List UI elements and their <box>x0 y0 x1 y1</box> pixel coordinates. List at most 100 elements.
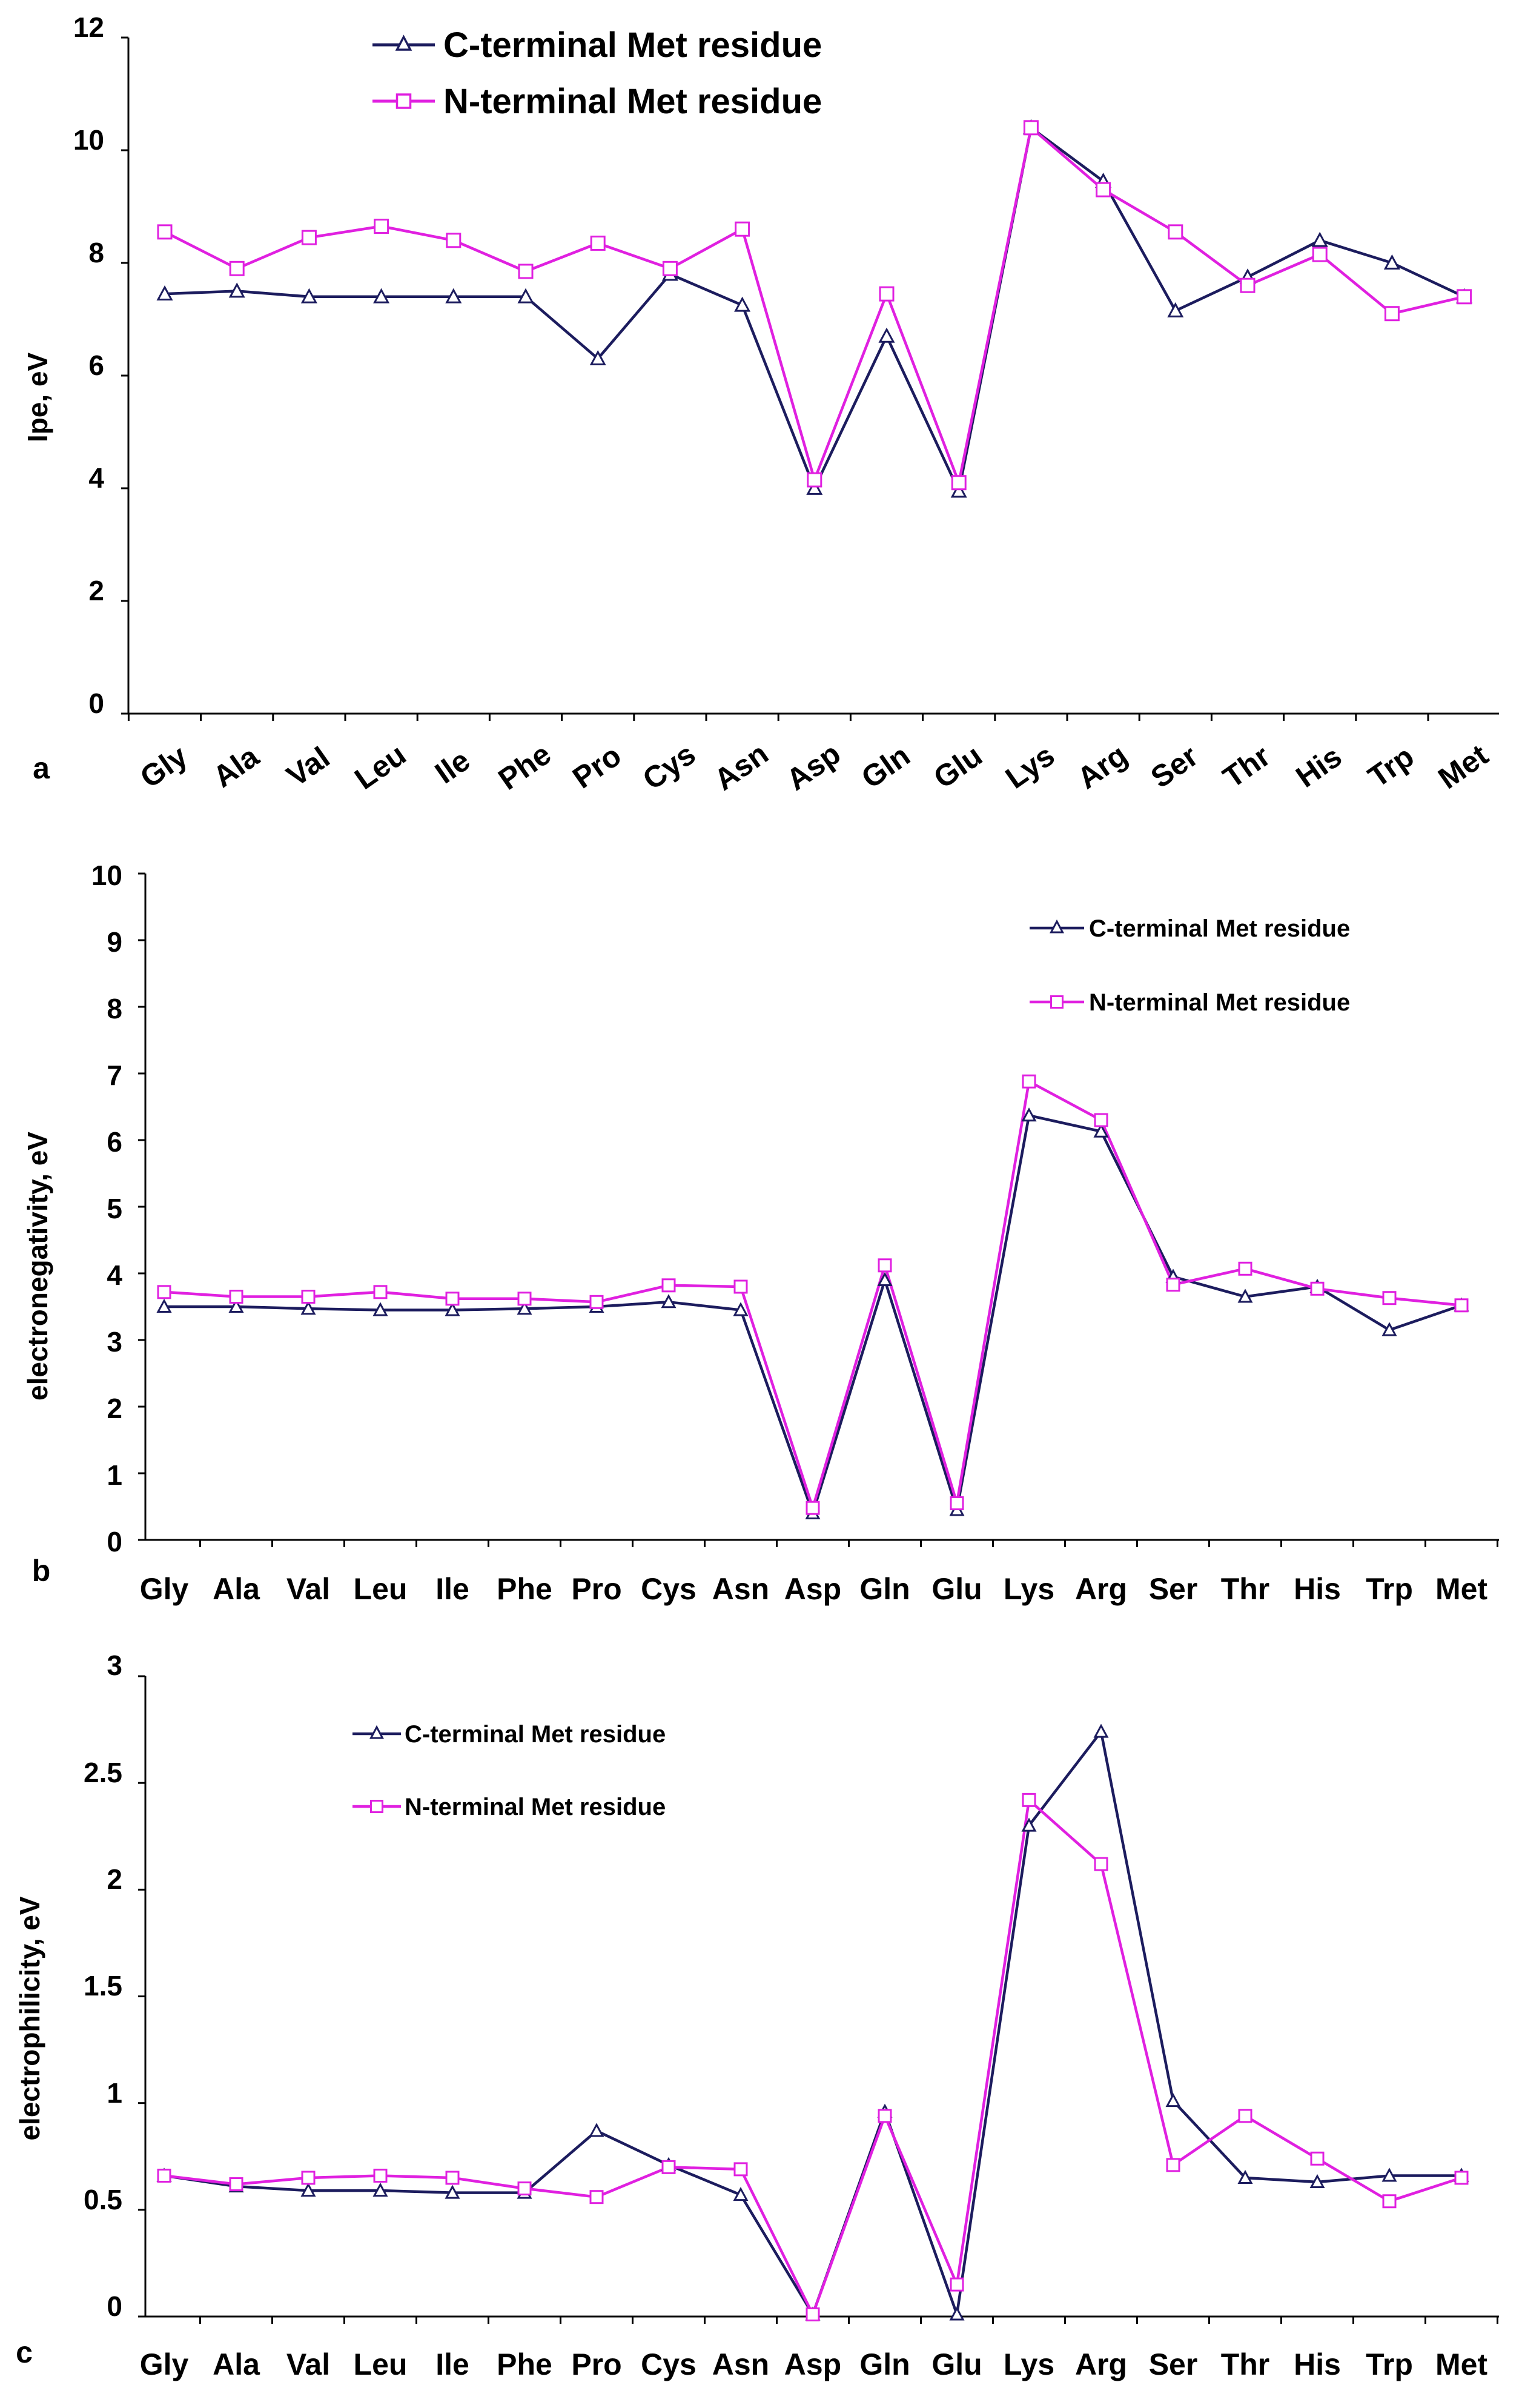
y-tick-label: 8 <box>88 237 104 268</box>
x-tick-label: Arg <box>1075 2347 1127 2381</box>
x-tick-label: Met <box>1435 1572 1487 1606</box>
data-point-n-terminal <box>1238 1261 1252 1276</box>
legend-square-marker <box>370 1800 383 1813</box>
y-tick-label: 2.5 <box>84 1757 122 1788</box>
data-point-c-terminal <box>372 1302 388 1316</box>
legend-item-c-terminal: C-terminal Met residue <box>1030 915 1350 942</box>
legend-label-c-terminal: C-terminal Met residue <box>1089 915 1350 942</box>
data-point-c-terminal <box>1165 2092 1181 2108</box>
x-tick-label: Cys <box>641 1572 696 1606</box>
legend-triangle-marker <box>395 35 412 51</box>
data-point-n-terminal <box>1166 2158 1180 2172</box>
y-tick-label: 0.5 <box>84 2184 122 2215</box>
data-point-n-terminal <box>733 1279 748 1294</box>
y-tick-label: 8 <box>107 993 122 1024</box>
data-point-n-terminal <box>1238 2109 1252 2123</box>
y-tick-label: 4 <box>88 462 104 494</box>
x-tick-label: His <box>1290 739 1348 794</box>
plot-area <box>138 1675 1499 2324</box>
x-tick-label: Lys <box>1004 1572 1054 1606</box>
data-point-c-terminal <box>661 1294 677 1308</box>
data-point-c-terminal <box>734 296 751 312</box>
x-tick-label: Leu <box>348 737 412 796</box>
x-tick-label: Ala <box>213 2347 260 2381</box>
data-point-c-terminal <box>877 1272 893 1286</box>
data-point-c-terminal <box>156 1298 172 1313</box>
x-tick-label: Glu <box>927 738 988 795</box>
data-point-c-terminal <box>1237 1289 1253 1303</box>
data-point-c-terminal <box>733 1302 749 1316</box>
data-point-n-terminal <box>878 2109 892 2123</box>
data-point-n-terminal <box>373 2168 388 2183</box>
x-tick-labels: Gly Ala Val Leu Ile Phe Pro Cys Asn Asp Gln Glu Lys A… <box>140 2347 1488 2381</box>
x-tick-label: Gly <box>140 1572 189 1606</box>
plot-area <box>121 36 1499 721</box>
x-tick-label: His <box>1294 2347 1341 2381</box>
y-tick-label: 2 <box>107 1863 122 1895</box>
x-tick-label: Val <box>286 1572 330 1606</box>
data-point-c-terminal <box>372 2182 388 2197</box>
data-point-c-terminal <box>1309 2174 1325 2189</box>
legend: C-terminal Met residue N-terminal Met re… <box>372 25 822 121</box>
x-tick-label: Asn <box>712 1572 769 1606</box>
x-tick-label: Ser <box>1145 738 1204 794</box>
data-point-c-terminal <box>1383 254 1400 270</box>
legend-label-n-terminal: N-terminal Met residue <box>405 1794 666 1820</box>
x-tick-label: Asn <box>712 2347 769 2381</box>
panel-letter-c: c <box>16 2335 33 2369</box>
x-tick-label: Ala <box>207 739 266 794</box>
x-tick-label: Phe <box>492 737 557 796</box>
panel-c: electrophilicity, eV c 0 0.5 1 1.5 2 2.5… <box>14 1650 1499 2381</box>
x-tick-label: Glu <box>931 2347 982 2381</box>
legend-item-n-terminal: N-terminal Met residue <box>372 82 822 121</box>
x-tick-labels: Gly Ala Val Leu Ile Phe Pro Cys Asn Asp Gln Glu Lys A… <box>134 737 1494 797</box>
y-tick-label: 1.5 <box>84 1970 122 2002</box>
data-point-c-terminal <box>1311 231 1328 247</box>
data-point-n-terminal <box>589 2190 604 2204</box>
data-point-n-terminal <box>1096 182 1111 197</box>
panel-letter-a: a <box>33 751 50 785</box>
legend-item-c-terminal: C-terminal Met residue <box>352 1721 666 1748</box>
data-point-n-terminal <box>445 2171 460 2185</box>
data-point-n-terminal <box>662 260 678 276</box>
data-point-n-terminal <box>446 233 462 248</box>
y-tick-label: 2 <box>88 575 104 606</box>
x-tick-label: Cys <box>641 2347 696 2381</box>
series-line-c-terminal <box>164 1730 1461 2316</box>
data-point-n-terminal <box>301 2171 316 2185</box>
y-tick-label: 1 <box>107 1459 122 1491</box>
data-point-n-terminal <box>229 260 245 276</box>
data-point-n-terminal <box>229 1290 243 1304</box>
y-tick-label: 10 <box>91 860 122 891</box>
data-point-n-terminal <box>1094 1857 1108 1871</box>
data-point-n-terminal <box>1457 289 1472 305</box>
data-point-n-terminal <box>807 472 822 488</box>
x-tick-label: Ser <box>1149 2347 1198 2381</box>
panel-a: Ipe, eV a 0 2 4 6 8 10 12 Gly Ala Val Leu Il… <box>22 12 1499 797</box>
legend-label-n-terminal: N-terminal Met residue <box>443 82 822 121</box>
data-point-n-terminal <box>1382 2194 1397 2209</box>
series-line-n-terminal <box>164 126 1465 484</box>
x-tick-label: Gln <box>859 1572 910 1606</box>
data-point-n-terminal <box>1094 1113 1108 1127</box>
data-point-n-terminal <box>1454 2171 1469 2185</box>
x-tick-label: Thr <box>1217 739 1276 795</box>
x-tick-label: Glu <box>931 1572 982 1606</box>
data-point-n-terminal <box>518 264 534 279</box>
data-point-n-terminal <box>1022 1793 1036 1807</box>
data-point-c-terminal <box>156 285 173 300</box>
x-tick-label: Val <box>280 740 336 793</box>
x-tick-label: Gln <box>855 738 916 795</box>
data-point-n-terminal <box>301 1290 316 1304</box>
x-tick-label: Pro <box>571 2347 621 2381</box>
legend-square-marker <box>1050 995 1064 1009</box>
data-point-c-terminal <box>1021 1107 1037 1122</box>
data-point-n-terminal <box>589 1295 604 1309</box>
data-point-n-terminal <box>157 224 173 240</box>
data-point-n-terminal <box>157 1285 171 1299</box>
x-tick-label: Met <box>1435 2347 1487 2381</box>
data-point-c-terminal <box>878 327 895 343</box>
data-point-c-terminal <box>300 1301 316 1315</box>
data-point-n-terminal <box>157 2168 171 2183</box>
